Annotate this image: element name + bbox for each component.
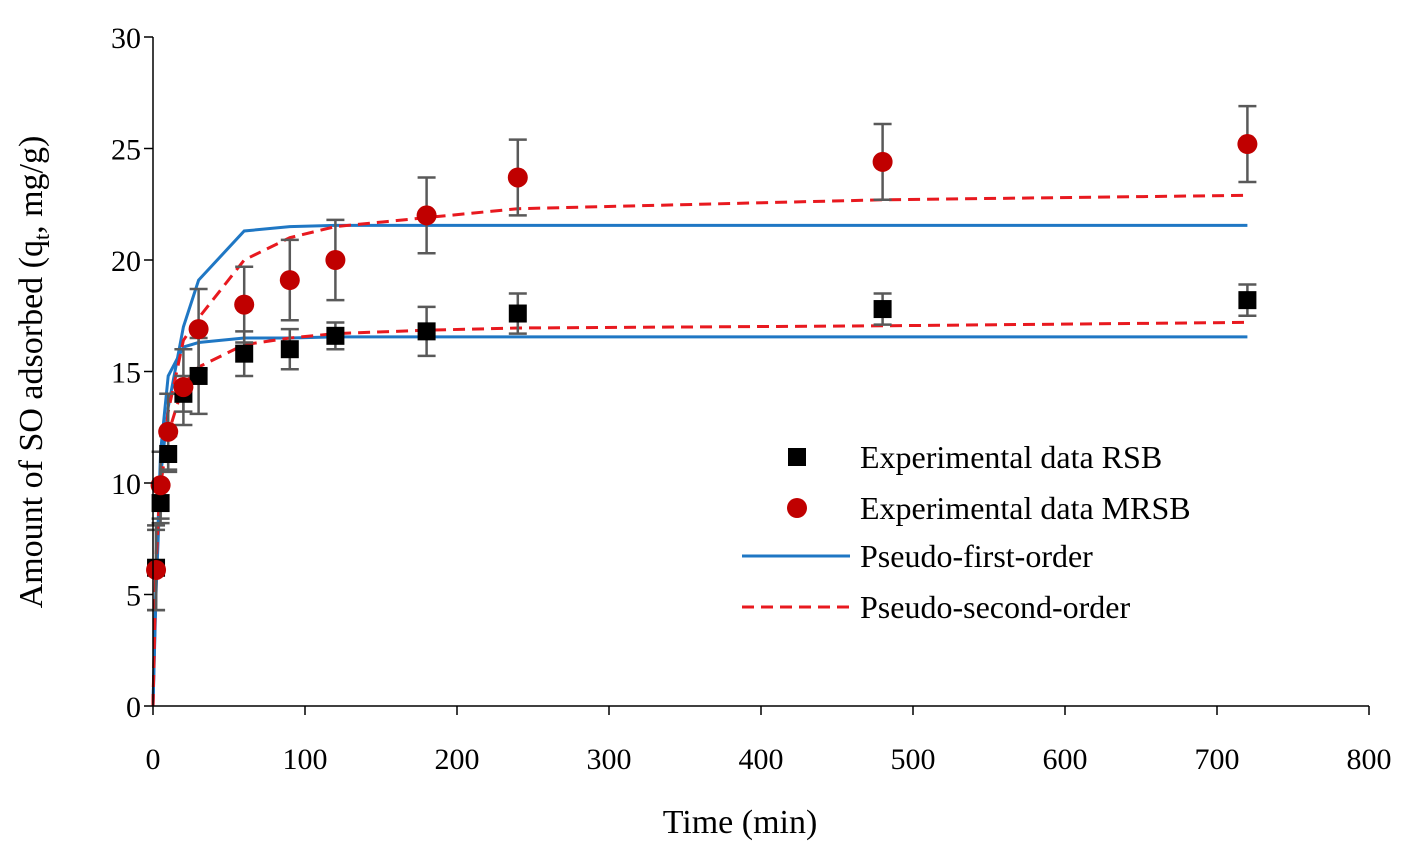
rsb-data-point — [508, 304, 527, 323]
y-axis-title-suffix: , mg/g) — [13, 136, 50, 234]
rsb-data-point — [326, 326, 345, 345]
x-tick-label: 400 — [739, 743, 784, 776]
legend-label: Pseudo-first-order — [860, 538, 1093, 574]
plot-area — [146, 104, 1258, 707]
y-tick-label: 25 — [111, 134, 141, 167]
y-axis-title-subscript: t — [29, 234, 54, 240]
mrsb-data-point — [158, 421, 179, 442]
mrsb-data-point — [150, 475, 171, 496]
rsb-data-point — [1238, 291, 1257, 310]
y-tick-label: 0 — [126, 691, 141, 724]
legend-square-marker — [788, 448, 806, 466]
error-bars — [147, 104, 1257, 612]
x-tick-label: 100 — [283, 743, 328, 776]
mrsb-data-point — [279, 270, 300, 291]
axes: 0 100 200 300 400 500 600 700 800 0 5 10 15 20 25 30 — [111, 22, 1392, 776]
legend-item: Pseudo-first-order — [742, 538, 1093, 574]
y-tick-label: 5 — [126, 580, 141, 613]
x-tick-label: 200 — [435, 743, 480, 776]
x-axis-title: Time (min) — [663, 804, 818, 841]
x-tick-label: 500 — [891, 743, 936, 776]
x-tick-label: 800 — [1347, 743, 1392, 776]
rsb-data-point — [159, 445, 178, 464]
mrsb-data-point — [507, 167, 528, 188]
y-tick-label: 10 — [111, 468, 141, 501]
x-tick-label: 600 — [1043, 743, 1088, 776]
legend: Experimental data RSB Experimental data M… — [742, 439, 1191, 625]
mrsb-data-point — [234, 294, 255, 315]
mrsb-data-point — [416, 205, 437, 226]
x-axis-ticks: 0 100 200 300 400 500 600 700 800 — [146, 706, 1392, 776]
x-tick-label: 0 — [146, 743, 161, 776]
mrsb-data-point — [188, 319, 209, 340]
mrsb-data-point — [872, 151, 893, 172]
x-tick-label: 300 — [587, 743, 632, 776]
legend-label: Experimental data MRSB — [860, 490, 1191, 526]
y-tick-label: 30 — [111, 22, 141, 55]
y-axis-title: Amount of SO adsorbed (qt, mg/g) — [13, 136, 54, 609]
rsb-data-point — [873, 300, 892, 319]
rsb-data-point — [417, 322, 436, 341]
y-tick-label: 15 — [111, 357, 141, 390]
rsb-data-point — [235, 344, 254, 363]
y-tick-label: 20 — [111, 245, 141, 278]
mrsb-data-point — [173, 377, 194, 398]
mrsb-data-point — [325, 250, 346, 270]
mrsb-data-point — [1237, 134, 1258, 155]
legend-label: Pseudo-second-order — [860, 589, 1130, 625]
legend-item: Experimental data MRSB — [787, 490, 1191, 526]
legend-item: Pseudo-second-order — [742, 589, 1130, 625]
rsb-data-point — [151, 494, 170, 513]
legend-label: Experimental data RSB — [860, 439, 1162, 475]
legend-item: Experimental data RSB — [788, 439, 1162, 475]
y-axis-title-prefix: Amount of SO adsorbed (q — [13, 240, 50, 608]
y-axis-ticks: 0 5 10 15 20 25 30 — [111, 22, 153, 724]
legend-circle-marker — [787, 498, 807, 518]
x-tick-label: 700 — [1195, 743, 1240, 776]
mrsb-data-point — [146, 559, 167, 580]
rsb-data-point — [280, 340, 299, 359]
data-markers — [146, 134, 1258, 580]
rsb-data-point — [189, 366, 208, 385]
